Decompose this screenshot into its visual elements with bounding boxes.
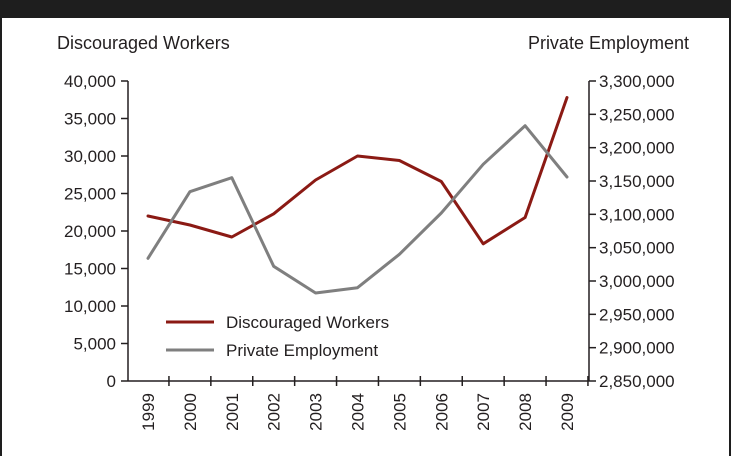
right-y-tick-label: 3,050,000 xyxy=(599,239,675,258)
x-tick-label: 2009 xyxy=(558,393,577,431)
right-y-tick-label: 3,150,000 xyxy=(599,172,675,191)
right-border xyxy=(729,0,731,456)
left-y-tick-label: 35,000 xyxy=(64,110,116,129)
x-tick-label: 2004 xyxy=(349,393,368,431)
right-y-tick-label: 2,950,000 xyxy=(599,305,675,324)
x-tick-label: 2006 xyxy=(432,393,451,431)
x-tick-label: 2008 xyxy=(516,393,535,431)
legend-label: Private Employment xyxy=(226,341,378,360)
right-y-tick-label: 3,100,000 xyxy=(599,205,675,224)
x-tick-label: 2000 xyxy=(181,393,200,431)
right-y-tick-label: 2,900,000 xyxy=(599,339,675,358)
x-tick-label: 2005 xyxy=(390,393,409,431)
left-y-tick-label: 40,000 xyxy=(64,72,116,91)
right-y-tick-label: 3,300,000 xyxy=(599,72,675,91)
x-tick-label: 1999 xyxy=(139,393,158,431)
left-y-tick-label: 0 xyxy=(107,372,116,391)
x-tick-label: 2002 xyxy=(265,393,284,431)
right-y-tick-label: 3,200,000 xyxy=(599,139,675,158)
left-y-tick-label: 25,000 xyxy=(64,185,116,204)
series-line-private-employment xyxy=(146,124,569,295)
left-y-tick-label: 10,000 xyxy=(64,297,116,316)
left-axis-title: Discouraged Workers xyxy=(57,33,230,53)
series-line-discouraged-workers xyxy=(146,96,569,246)
left-y-tick-label: 30,000 xyxy=(64,147,116,166)
left-y-tick-label: 20,000 xyxy=(64,222,116,241)
legend-label: Discouraged Workers xyxy=(226,313,389,332)
right-axis-title: Private Employment xyxy=(527,33,689,53)
left-border xyxy=(0,0,2,456)
x-tick-label: 2007 xyxy=(474,393,493,431)
x-tick-label: 2001 xyxy=(223,393,242,431)
header-bar xyxy=(0,0,731,18)
left-y-tick-label: 15,000 xyxy=(64,260,116,279)
right-y-tick-label: 3,250,000 xyxy=(599,105,675,124)
right-y-tick-label: 3,000,000 xyxy=(599,272,675,291)
x-tick-label: 2003 xyxy=(307,393,326,431)
left-y-tick-label: 5,000 xyxy=(73,335,116,354)
right-y-tick-label: 2,850,000 xyxy=(599,372,675,391)
